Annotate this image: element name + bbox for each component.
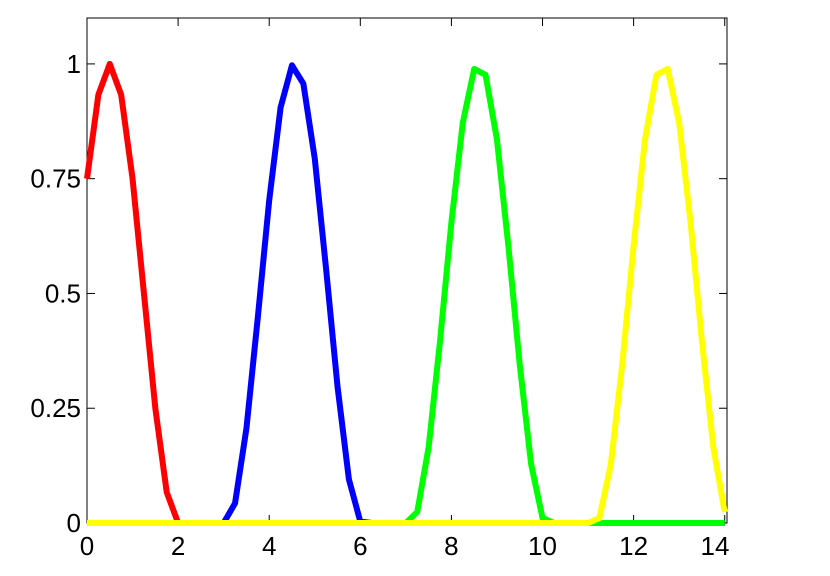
- x-tick-label: 0: [80, 531, 94, 561]
- y-tick-label: 0: [67, 508, 81, 538]
- series-line: [87, 65, 728, 526]
- y-tick-label: 0.75: [30, 164, 81, 194]
- y-tick-label: 0.25: [30, 393, 81, 423]
- x-tick-label: 6: [353, 531, 367, 561]
- x-tick-label: 12: [619, 531, 648, 561]
- x-tick-label: 8: [444, 531, 458, 561]
- x-tick-label: 2: [171, 531, 185, 561]
- x-tick-label: 10: [528, 531, 557, 561]
- y-tick-label: 0.5: [45, 278, 81, 308]
- y-tick-label: 1: [67, 49, 81, 79]
- x-tick-label: 14: [701, 531, 730, 561]
- x-tick-label: 4: [262, 531, 276, 561]
